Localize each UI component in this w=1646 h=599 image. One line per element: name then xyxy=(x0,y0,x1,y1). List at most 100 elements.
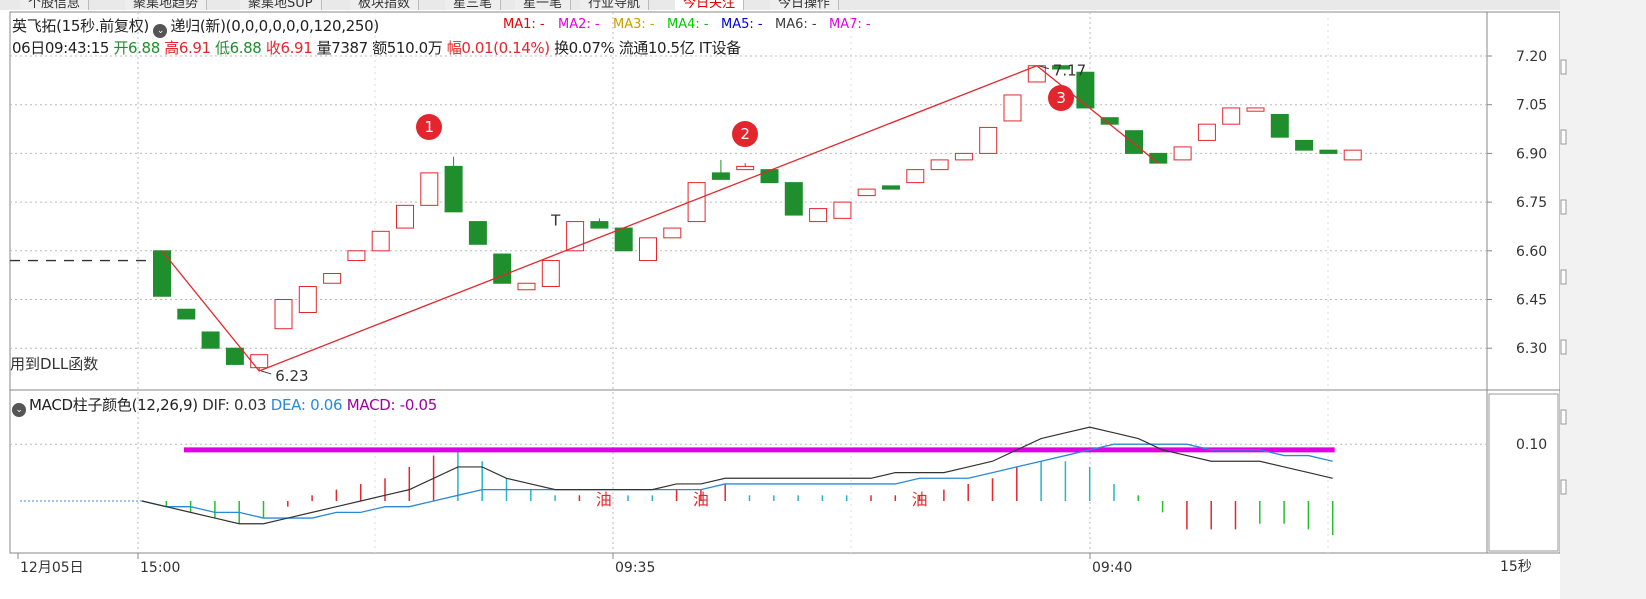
zigzag-line xyxy=(161,64,1159,372)
candle xyxy=(250,354,269,369)
quote-high: 高6.91 xyxy=(164,39,211,57)
candle xyxy=(1197,123,1216,141)
chart-title: 英飞拓(15秒.前复权) xyxy=(12,17,149,35)
tab-8[interactable]: 今日操作 xyxy=(770,0,840,10)
price-tick-label: 6.30 xyxy=(1516,341,1547,357)
macd-dea: DEA: 0.06 xyxy=(270,396,343,414)
marker-badge-3: 3 xyxy=(1048,85,1075,112)
price-tick-label: 7.20 xyxy=(1516,49,1547,65)
tab-0[interactable]: 个股信息 xyxy=(20,0,90,10)
candle xyxy=(736,165,755,171)
candle xyxy=(517,282,536,291)
candle xyxy=(444,165,463,213)
indicator-label[interactable]: 递归(新)(0,0,0,0,0,0,120,250) xyxy=(170,17,379,35)
dll-note: 用到DLL函数 xyxy=(10,355,99,373)
quote-amount: 额510.0万 xyxy=(372,39,443,57)
candle xyxy=(541,260,560,288)
quote-close: 收6.91 xyxy=(265,39,313,57)
macd-axis-box xyxy=(1488,393,1559,552)
candle xyxy=(323,273,342,284)
candle xyxy=(225,347,244,365)
time-tick-label: 12月05日 xyxy=(20,560,84,576)
oil-mark: 油 xyxy=(693,490,709,509)
tab-4[interactable]: 星三笔 xyxy=(445,0,502,10)
candle xyxy=(1270,113,1289,138)
macd-title[interactable]: MACD柱子颜色(12,26,9) xyxy=(29,396,198,414)
candle xyxy=(1343,149,1362,161)
candle xyxy=(420,172,439,206)
toolbar-button xyxy=(1560,339,1567,355)
chevron-down-icon[interactable]: ⌄ xyxy=(153,24,168,38)
candle xyxy=(274,299,293,330)
candle xyxy=(1076,71,1095,109)
candle xyxy=(590,221,609,229)
candle xyxy=(784,182,803,216)
tab-bar: 个股信息 聚集地趋势 聚集地SUP 板块指数 星三笔 星一笔 行业导航 今日关注 今日操作 xyxy=(0,0,1560,10)
price-tick-label: 6.60 xyxy=(1516,244,1547,260)
quote-info: 06日09:43:15 开6.88 高6.91 低6.88 收6.91 量738… xyxy=(12,37,741,58)
tab-5[interactable]: 星一笔 xyxy=(515,0,572,10)
ma-label-3: MA3: - xyxy=(613,17,655,32)
quote-open: 开6.88 xyxy=(113,39,160,57)
chevron-down-icon[interactable]: ⌄ xyxy=(12,403,26,417)
dea-line xyxy=(141,443,1333,519)
price-tick-label: 6.90 xyxy=(1516,146,1547,162)
ma-label-5: MA5: - xyxy=(721,17,763,32)
tab-7[interactable]: 今日关注 xyxy=(675,0,745,10)
candle xyxy=(930,159,949,171)
candle xyxy=(396,204,414,229)
candle xyxy=(1246,107,1265,112)
candle xyxy=(857,188,876,197)
macd-value: MACD: -0.05 xyxy=(346,396,438,414)
tab-2[interactable]: 聚集地SUP xyxy=(240,0,322,10)
marker-t: T xyxy=(550,212,561,230)
candle xyxy=(1319,149,1338,154)
chart-title-row: 英飞拓(15秒.前复权) ⌄ 递归(新)(0,0,0,0,0,0,120,250) xyxy=(12,15,379,38)
quote-low: 低6.88 xyxy=(215,39,262,57)
candle xyxy=(809,208,828,223)
tab-3[interactable]: 板块指数 xyxy=(350,0,420,10)
ma-label-2: MA2: - xyxy=(558,17,600,32)
candle xyxy=(1003,94,1022,122)
macd-header: ⌄ MACD柱子颜色(12,26,9) DIF: 0.03 DEA: 0.06 M… xyxy=(12,394,437,417)
toolbar-button xyxy=(1560,59,1567,75)
candle xyxy=(639,237,657,262)
candle xyxy=(493,253,512,284)
candle xyxy=(833,201,852,219)
candle xyxy=(1173,146,1192,161)
quote-float: 流通10.5亿 xyxy=(618,39,695,57)
ma-label-6: MA6: - xyxy=(775,17,817,32)
toolbar-button xyxy=(1560,269,1567,285)
candle xyxy=(201,331,220,349)
candle xyxy=(954,152,973,161)
oil-mark: 油 xyxy=(596,490,612,509)
candle xyxy=(711,172,730,180)
quote-volume: 量7387 xyxy=(316,39,369,57)
toolbar-button xyxy=(1560,409,1567,425)
time-tick-label: 09:35 xyxy=(615,560,655,576)
time-tick-label: 15:00 xyxy=(140,560,180,576)
toolbar-button xyxy=(1560,479,1567,495)
candle xyxy=(347,250,366,262)
quote-turnover: 换0.07% xyxy=(554,39,615,57)
ma-label-1: MA1: - xyxy=(503,17,545,32)
quote-change: 幅0.01(0.14%) xyxy=(446,39,550,57)
oil-mark: 油 xyxy=(912,490,928,509)
price-tick-label: 7.05 xyxy=(1516,98,1547,114)
candle xyxy=(177,308,196,320)
candle xyxy=(566,221,585,252)
price-tick-label: 6.45 xyxy=(1516,293,1547,309)
quote-datetime: 06日09:43:15 xyxy=(12,39,110,57)
marker-badge-2: 2 xyxy=(732,120,759,147)
tab-1[interactable]: 聚集地趋势 xyxy=(125,0,208,10)
period-label[interactable]: 15秒 xyxy=(1500,559,1532,575)
candle xyxy=(468,221,487,245)
toolbar-button xyxy=(1560,199,1567,215)
price-marker: 7.17 xyxy=(1053,62,1086,80)
toolbar-button xyxy=(1560,129,1567,145)
candle xyxy=(906,169,925,184)
price-marker: 6.23 xyxy=(275,367,308,385)
right-toolbar xyxy=(1560,0,1646,599)
tab-6[interactable]: 行业导航 xyxy=(580,0,650,10)
